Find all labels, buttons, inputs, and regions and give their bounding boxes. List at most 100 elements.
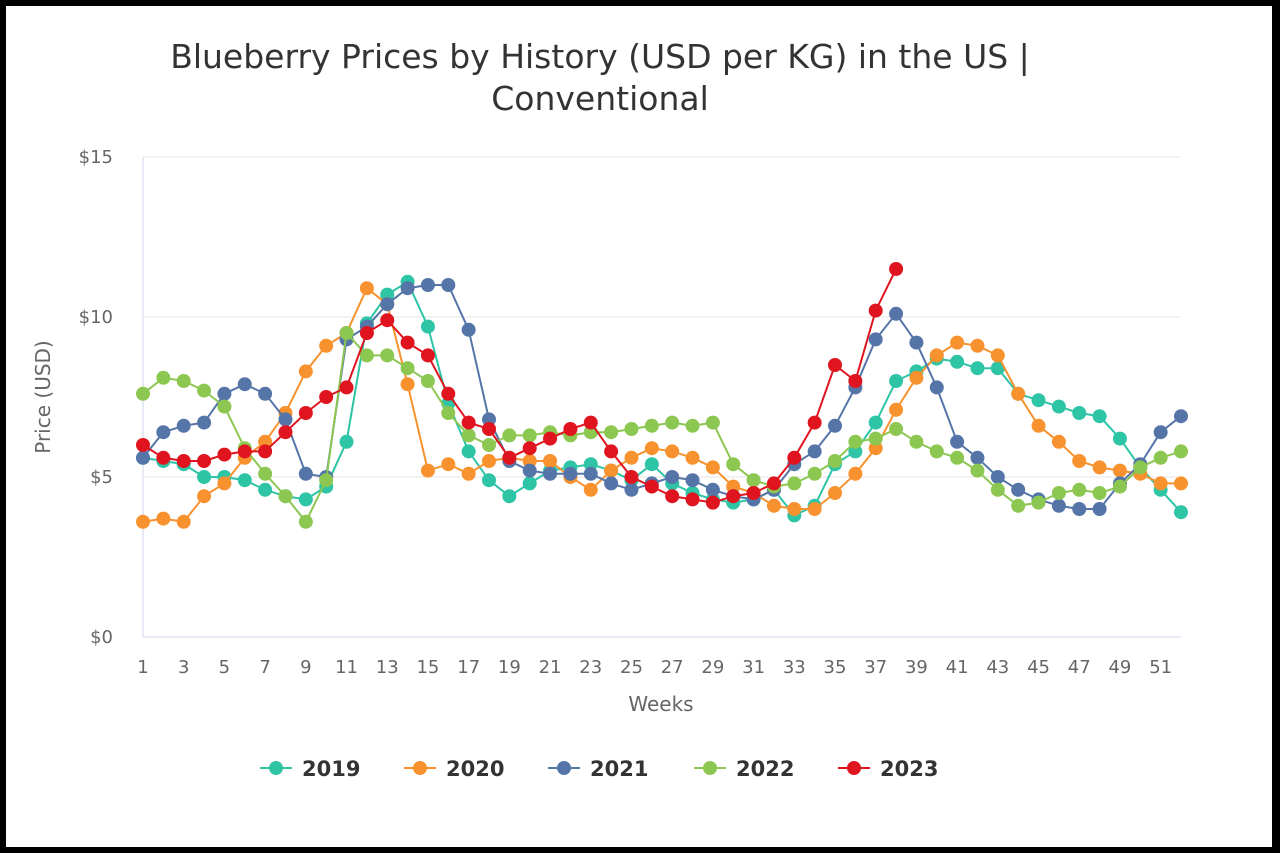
data-point [156,425,171,440]
data-point [1153,476,1168,491]
data-point [380,348,395,363]
data-point [441,457,456,472]
data-point [1174,476,1188,491]
data-point [298,364,313,379]
x-tick-label: 25 [620,657,643,678]
series-line [142,287,1181,523]
data-point [420,319,435,334]
data-point [848,374,863,388]
data-point [583,466,598,481]
data-point [482,454,496,468]
series-group [136,262,1188,529]
series-line [142,332,1182,523]
data-point [685,450,700,465]
x-tick-label: 3 [178,657,189,678]
data-point [156,450,171,465]
legend: 2019 2020 2021 2022 2023 [260,757,938,781]
data-point [868,303,883,318]
data-point [176,514,191,529]
data-point [787,476,802,491]
data-point [583,415,598,430]
data-point [156,370,171,385]
data-point [461,444,476,459]
data-point [990,361,1005,376]
data-point [624,470,639,484]
x-tick-label: 49 [1108,657,1131,678]
data-point [339,326,354,340]
data-point [543,431,558,446]
data-point [665,470,680,484]
data-point [868,441,883,456]
data-point [400,335,415,350]
legend-marker [269,761,283,775]
data-point [237,377,252,392]
x-tick-label: 35 [824,657,847,678]
data-point [665,489,680,504]
legend-item-2022[interactable]: 2022 [694,757,794,781]
data-point [441,406,456,420]
data-point [604,425,619,440]
y-axis-label: Price (USD) [31,340,55,454]
x-tick-label: 15 [416,657,439,678]
data-point [889,402,904,417]
data-point [1031,495,1046,510]
y-tick-label: $0 [90,627,113,648]
data-point [522,463,537,478]
data-point [217,447,232,462]
data-point [1112,479,1127,494]
data-point [197,383,212,398]
data-point [380,313,395,328]
data-point [807,415,822,430]
data-point [278,412,293,427]
data-point [156,511,171,526]
x-tick-label: 1 [137,657,148,678]
data-point [990,470,1005,484]
data-point [807,466,822,481]
x-tick-label: 27 [661,657,684,678]
data-point [1153,425,1168,440]
data-point [461,322,476,337]
data-point [359,281,374,296]
data-point [136,386,150,401]
data-point [502,428,517,443]
legend-marker [413,761,427,775]
data-point [1092,460,1107,475]
data-point [1174,505,1188,520]
data-point [970,463,985,478]
data-point [298,492,313,507]
x-tick-label: 9 [300,657,311,678]
data-point [543,454,558,468]
data-point [604,463,619,478]
data-point [258,386,273,401]
data-point [461,428,476,443]
data-point [1072,482,1087,497]
data-point [176,374,191,388]
data-point [278,425,293,440]
x-tick-label: 31 [742,657,765,678]
data-point [970,450,985,465]
legend-item-2021[interactable]: 2021 [548,757,648,781]
data-point [970,361,985,376]
data-point [889,422,904,436]
data-point [197,415,212,430]
data-point [522,441,537,456]
data-point [665,444,680,459]
x-axis-label: Weeks [628,692,693,716]
data-point [522,428,537,443]
x-tick-label: 47 [1068,657,1091,678]
data-point [278,489,293,504]
grid-lines [142,156,1181,638]
y-tick-label: $5 [90,467,113,488]
data-point [441,278,456,292]
data-point [746,473,761,488]
data-point [848,444,863,459]
legend-item-2019[interactable]: 2019 [260,757,360,781]
data-point [1011,498,1026,513]
data-point [176,418,191,433]
data-point [624,482,639,497]
legend-item-2020[interactable]: 2020 [404,757,504,781]
x-tick-label: 51 [1149,657,1172,678]
legend-item-2023[interactable]: 2023 [838,757,938,781]
data-point [420,278,435,292]
data-point [502,489,517,504]
